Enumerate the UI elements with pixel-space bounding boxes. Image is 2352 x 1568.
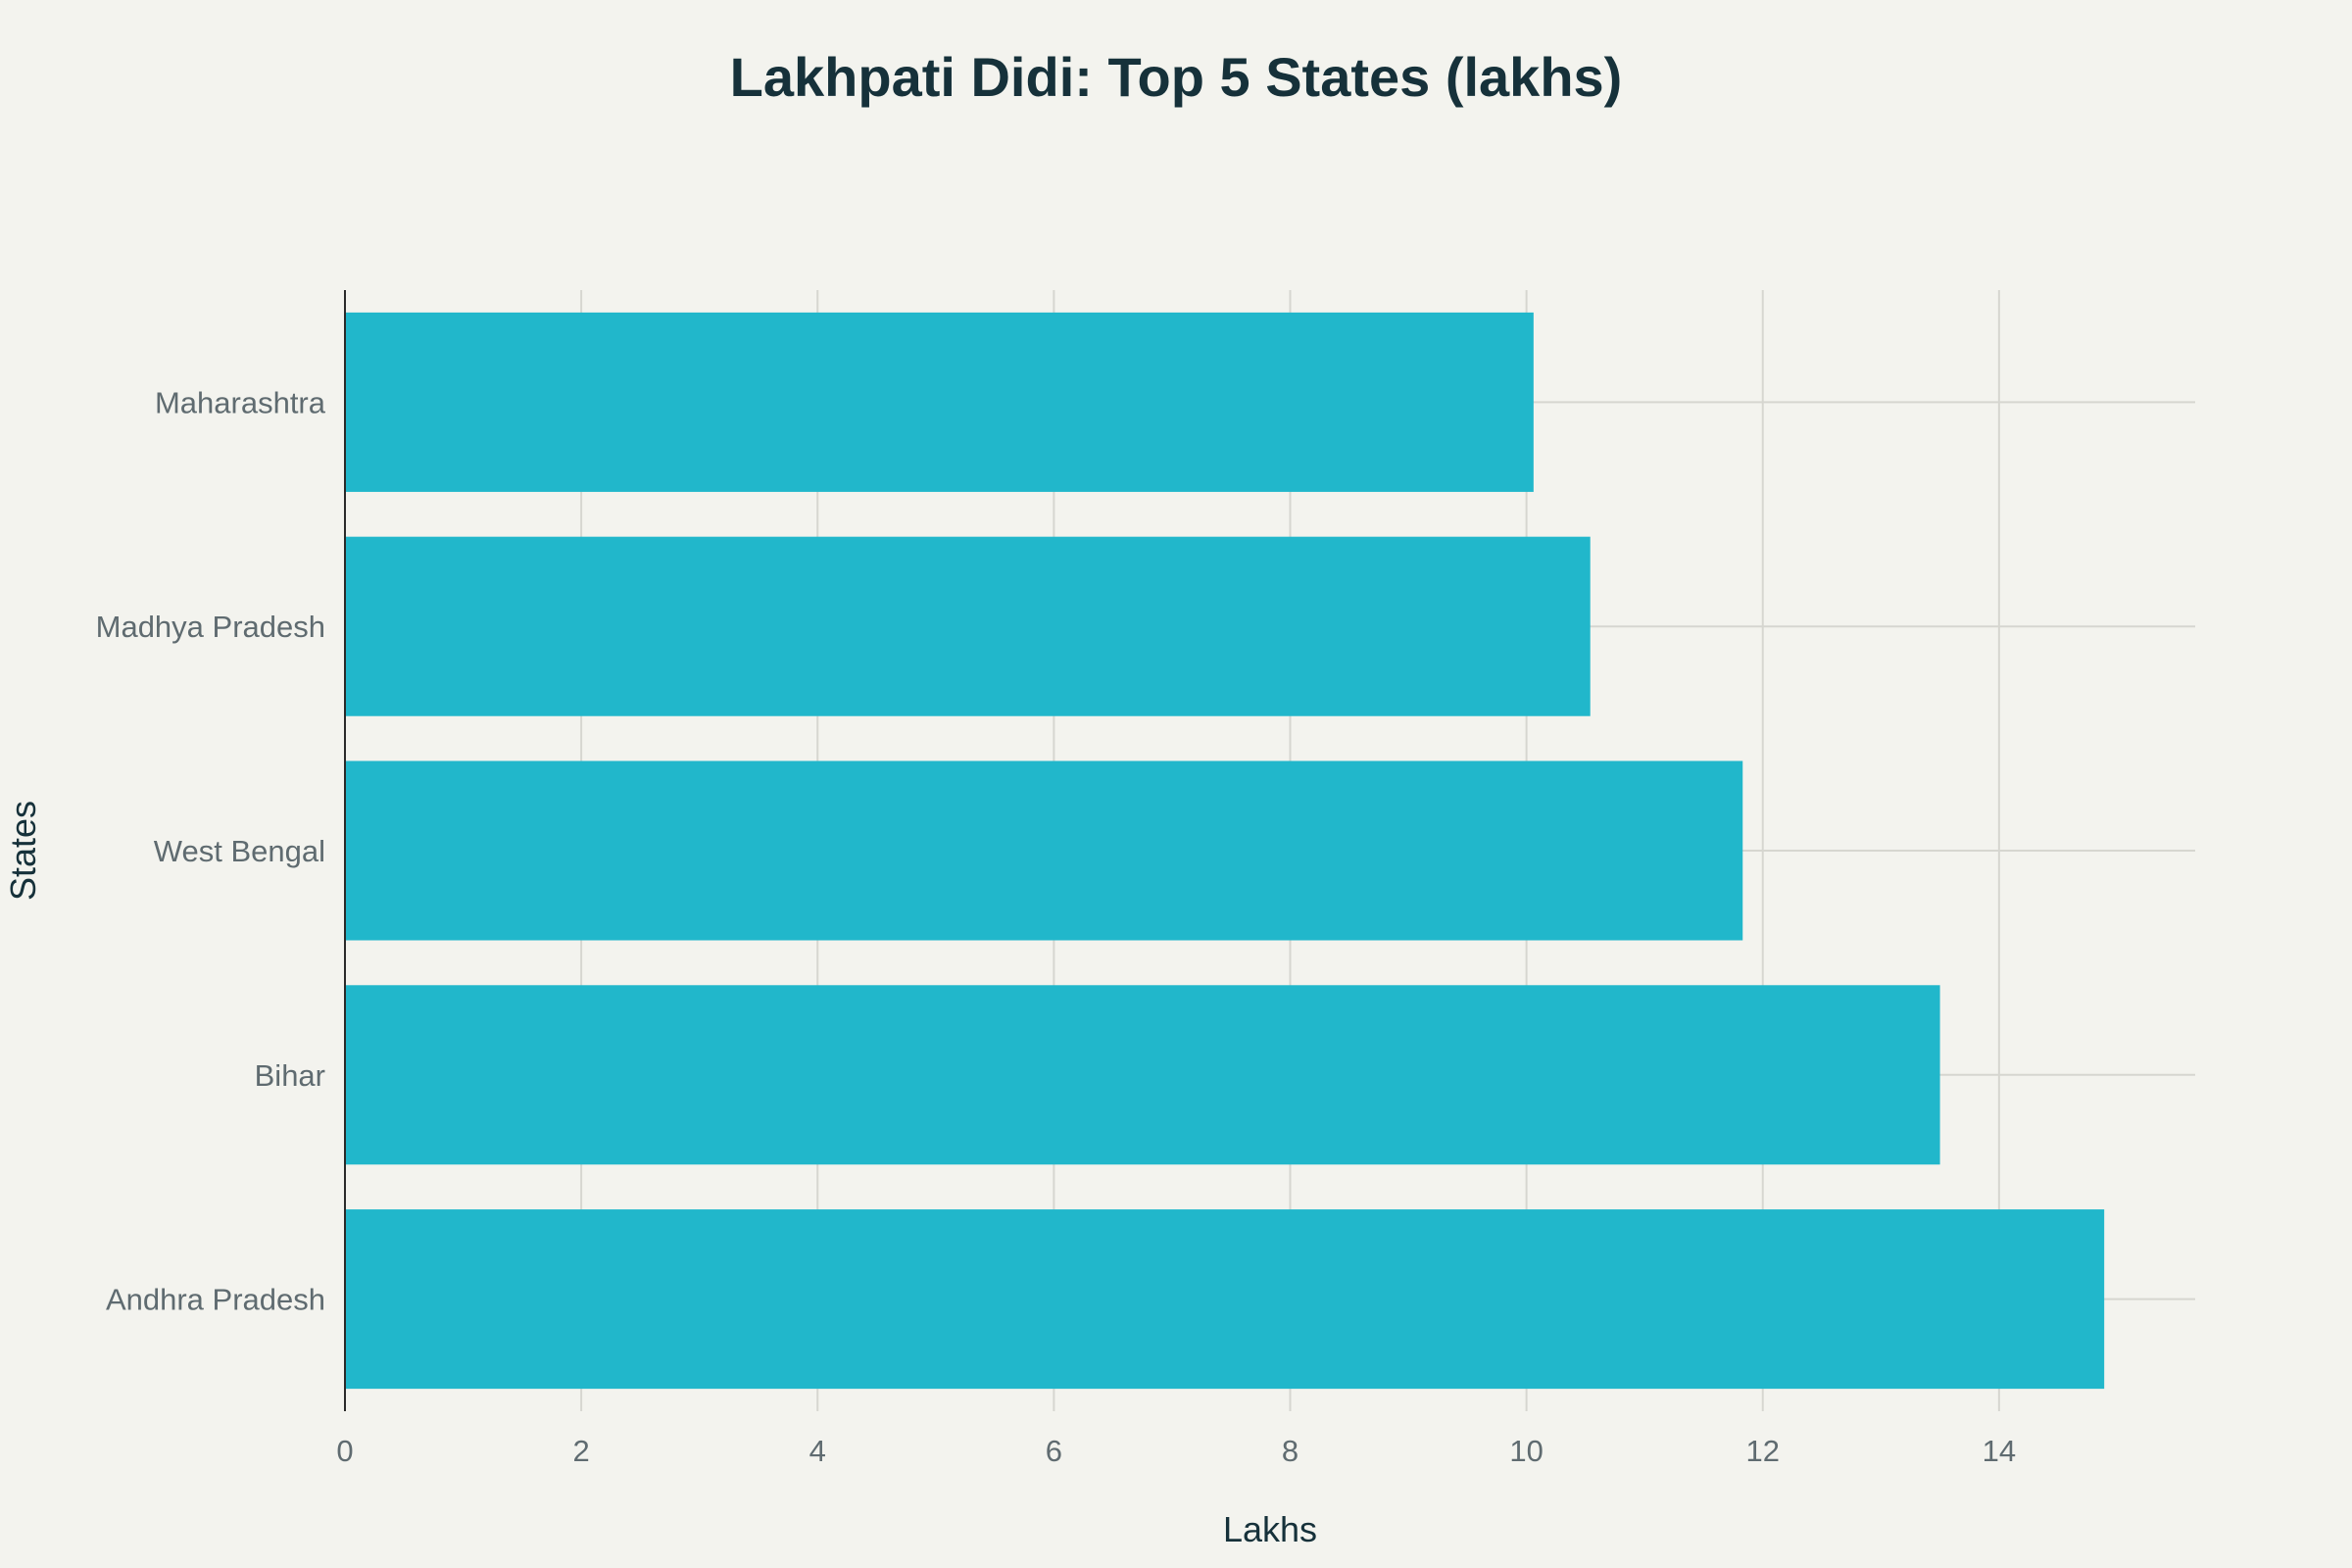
x-axis-title: Lakhs [1223,1509,1317,1549]
bar [345,760,1743,941]
bar [345,536,1591,716]
x-tick-label: 6 [1046,1434,1062,1468]
bar [345,1209,2105,1390]
bar [345,985,1940,1165]
y-tick-labels: Andhra Pradesh Bihar West Bengal Madhya Pra… [96,385,326,1316]
x-tick-label: 2 [572,1434,589,1468]
y-tick-label: Madhya Pradesh [96,610,325,644]
x-tick-label: 0 [336,1434,353,1468]
x-tick-label: 14 [1983,1434,2016,1468]
y-tick-label: Maharashtra [155,385,326,419]
y-tick-label: West Bengal [154,834,325,868]
y-tick-label: Bihar [255,1058,325,1093]
x-tick-label: 12 [1746,1434,1780,1468]
bars [345,312,2105,1390]
x-tick-label: 4 [809,1434,826,1468]
y-axis-title: States [3,801,43,901]
x-tick-labels: 0 2 4 6 8 10 12 14 [336,1434,2016,1468]
y-tick-label: Andhra Pradesh [106,1283,325,1317]
bar [345,312,1534,492]
chart-title: Lakhpati Didi: Top 5 States (lakhs) [730,46,1623,108]
x-tick-label: 8 [1282,1434,1298,1468]
x-tick-label: 10 [1509,1434,1543,1468]
